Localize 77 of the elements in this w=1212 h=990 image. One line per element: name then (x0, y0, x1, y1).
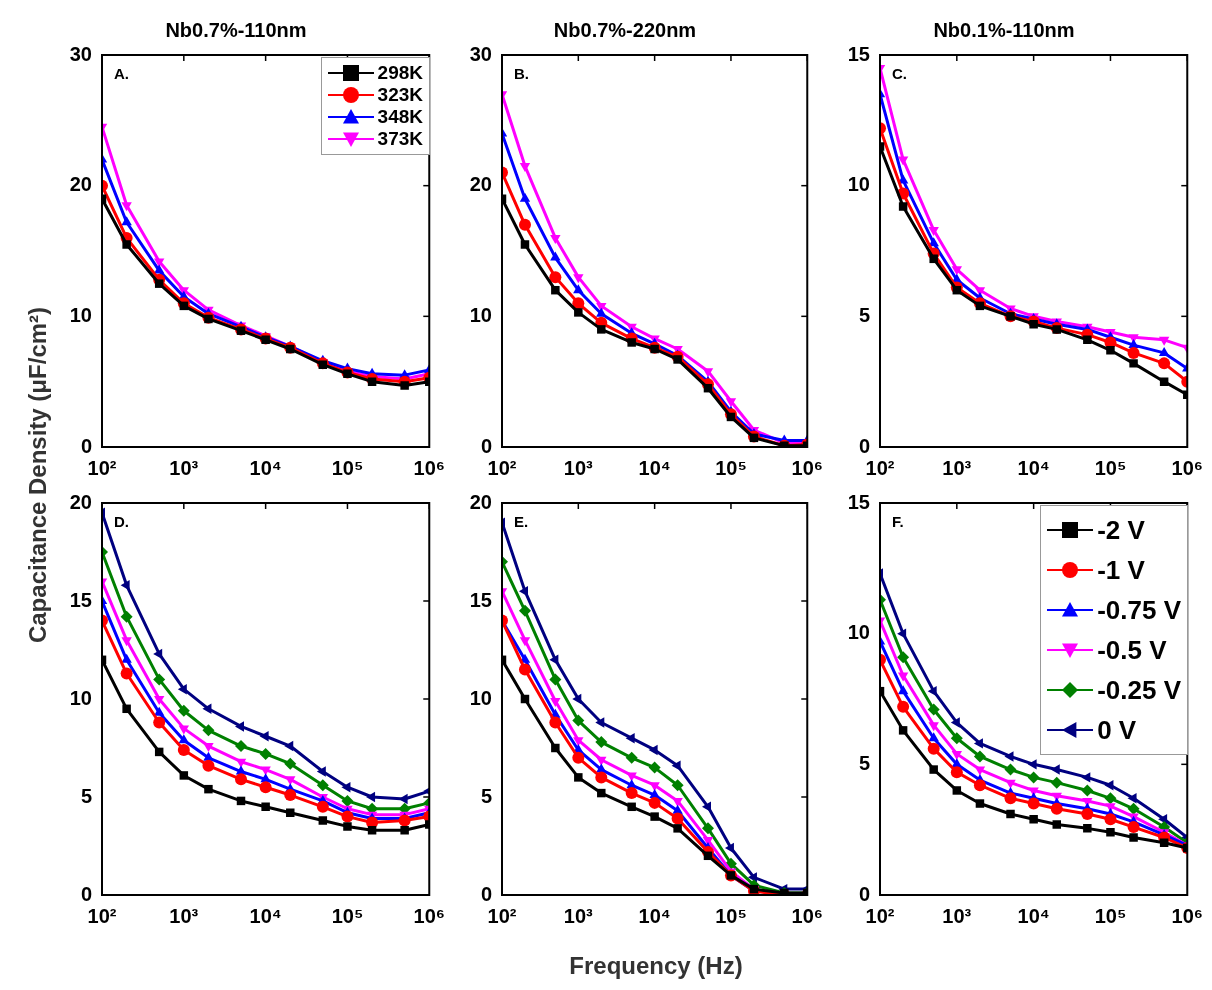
x-tick-label: 10⁶ (791, 456, 824, 479)
legend-label: -1 V (1097, 554, 1145, 587)
annotation: D. (114, 512, 129, 530)
x-tick-label: 10² (487, 456, 517, 479)
x-tick-label: 10⁵ (715, 904, 747, 927)
y-tick-label: 10 (847, 173, 870, 196)
y-tick-label: 5 (480, 784, 492, 807)
x-tick-label: 10³ (563, 456, 594, 479)
y-tick-label: 5 (858, 751, 870, 774)
y-tick-label: 15 (69, 588, 92, 611)
annotation: F. (892, 512, 904, 530)
y-tick-label: 20 (69, 490, 92, 513)
x-tick-label: 10⁶ (413, 904, 446, 927)
legend-label: 0 V (1097, 714, 1137, 747)
y-tick-label: 5 (80, 784, 92, 807)
y-tick-label: 15 (847, 42, 870, 65)
x-tick-label: 10³ (942, 456, 972, 479)
legend-label: 373K (377, 128, 423, 150)
y-tick-label: 30 (69, 42, 92, 65)
y-tick-label: 10 (69, 686, 92, 709)
y-tick-label: 15 (469, 588, 492, 611)
y-tick-label: 20 (469, 490, 492, 513)
x-tick-label: 10² (865, 456, 895, 479)
legend-label: 323K (377, 84, 423, 106)
annotation: C. (892, 64, 907, 82)
x-tick-label: 10⁴ (249, 904, 282, 927)
y-tick-label: 30 (469, 42, 492, 65)
y-tick-label: 10 (469, 303, 492, 326)
y-tick-label: 15 (847, 490, 870, 513)
y-tick-label: 20 (469, 173, 492, 196)
x-tick-label: 10² (865, 904, 895, 927)
chart-title: Nb0.7%-220nm (553, 18, 697, 41)
y-tick-label: 20 (69, 173, 92, 196)
chart-title: Nb0.1%-110nm (933, 18, 1075, 41)
annotation: E. (514, 512, 529, 530)
legend-label: 298K (377, 62, 423, 84)
x-tick-label: 10⁴ (249, 456, 282, 479)
x-tick-label: 10⁶ (413, 456, 446, 479)
legend-label: -0.25 V (1097, 674, 1181, 707)
x-tick-label: 10⁵ (1094, 904, 1127, 927)
legend-label: -0.75 V (1097, 594, 1181, 627)
x-tick-label: 10⁶ (1171, 904, 1204, 927)
x-tick-label: 10⁴ (1017, 904, 1050, 927)
y-tick-label: 0 (80, 882, 92, 905)
legend-label: -0.5 V (1097, 634, 1167, 667)
x-tick-label: 10² (87, 904, 117, 927)
y-tick-label: 10 (469, 686, 492, 709)
y-tick-label: 5 (858, 303, 870, 326)
x-tick-label: 10⁵ (715, 456, 747, 479)
y-tick-label: 10 (69, 303, 92, 326)
annotation: A. (114, 64, 129, 82)
y-tick-label: 0 (480, 882, 492, 905)
y-axis-title: Capacitance Density (μF/cm²) (24, 306, 52, 644)
x-tick-label: 10⁴ (638, 904, 671, 927)
chart-title: Nb0.7%-110nm (165, 18, 307, 41)
y-tick-label: 0 (480, 434, 492, 457)
x-tick-label: 10³ (169, 456, 199, 479)
annotation: B. (514, 64, 529, 82)
x-tick-label: 10⁶ (1171, 456, 1204, 479)
x-tick-label: 10² (487, 904, 517, 927)
x-tick-label: 10⁶ (791, 904, 824, 927)
y-tick-label: 0 (80, 434, 92, 457)
x-tick-label: 10⁴ (1017, 456, 1050, 479)
x-axis-title: Frequency (Hz) (569, 952, 743, 980)
x-tick-label: 10³ (563, 904, 594, 927)
x-tick-label: 10⁵ (1094, 456, 1127, 479)
x-tick-label: 10³ (169, 904, 199, 927)
x-tick-label: 10⁵ (331, 904, 364, 927)
x-tick-label: 10² (87, 456, 117, 479)
legend-label: -2 V (1097, 514, 1145, 547)
x-tick-label: 10⁵ (331, 456, 364, 479)
y-tick-label: 10 (847, 621, 870, 644)
y-tick-label: 0 (858, 434, 870, 457)
y-tick-label: 0 (858, 882, 870, 905)
x-tick-label: 10³ (942, 904, 972, 927)
x-tick-label: 10⁴ (638, 456, 671, 479)
legend-label: 348K (377, 106, 423, 128)
